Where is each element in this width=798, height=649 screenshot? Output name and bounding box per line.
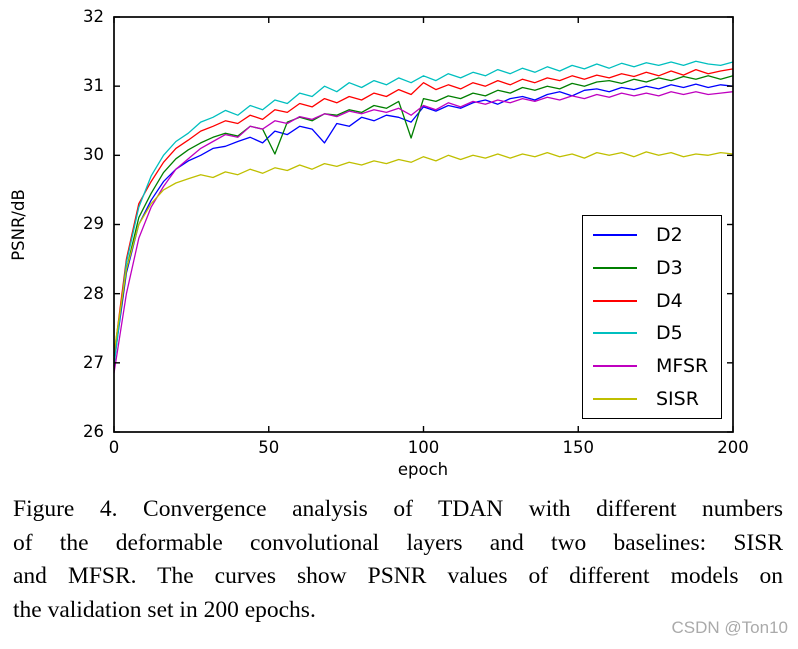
legend: D2 D3 D4 D5 MFSR SISR (582, 215, 722, 419)
curve-D3 (113, 75, 734, 360)
curve-MFSR (113, 91, 734, 374)
curve-D2 (113, 83, 734, 363)
legend-item: SISR (593, 388, 721, 410)
x-tick-label: 50 (258, 438, 280, 457)
legend-item: D5 (593, 322, 721, 344)
legend-line-swatch (593, 364, 637, 367)
y-tick-label: 30 (83, 145, 104, 164)
x-axis-label: epoch (397, 460, 449, 479)
watermark: CSDN @Ton10 (671, 618, 788, 637)
legend-item: MFSR (593, 355, 721, 377)
y-axis-label: PSNR/dB (9, 189, 28, 261)
legend-label: D5 (656, 322, 683, 345)
legend-label: D4 (656, 289, 683, 312)
legend-item: D3 (593, 257, 721, 279)
figure-caption: Figure 4. Convergence analysis of TDAN w… (0, 493, 798, 627)
caption-line: the validation set in 200 epochs. (13, 596, 316, 623)
legend-label: D3 (656, 256, 683, 279)
y-tick-label: 29 (83, 214, 104, 233)
curve-D5 (113, 60, 734, 367)
curve-SISR (113, 151, 734, 353)
legend-line-swatch (593, 266, 637, 269)
x-tick-label: 150 (562, 438, 595, 457)
legend-item: D2 (593, 224, 721, 246)
legend-label: SISR (656, 387, 699, 410)
legend-line-swatch (593, 332, 637, 335)
legend-label: MFSR (656, 354, 709, 377)
x-tick-label: 200 (717, 438, 749, 457)
x-tick-label: 0 (108, 438, 120, 457)
legend-label: D2 (656, 224, 683, 247)
legend-line-swatch (593, 234, 637, 237)
y-tick-label: 31 (83, 76, 104, 95)
caption-line: of the deformable convolutional layers a… (13, 529, 783, 556)
legend-line-swatch (593, 397, 637, 400)
y-tick-label: 27 (83, 353, 104, 372)
plot-canvas (113, 16, 734, 433)
caption-line: and MFSR. The curves show PSNR values of… (13, 563, 783, 589)
y-tick-label: 28 (83, 284, 104, 303)
legend-line-swatch (593, 299, 637, 302)
caption-line: Figure 4. Convergence analysis of TDAN w… (13, 496, 783, 522)
x-tick-label: 100 (407, 438, 440, 457)
y-tick-label: 26 (83, 422, 104, 441)
curve-D4 (113, 68, 734, 356)
line-chart: 32 31 30 29 28 27 26 0 50 100 150 200 PS… (9, 7, 749, 479)
legend-item: D4 (593, 290, 721, 312)
y-tick-label: 32 (83, 7, 104, 26)
